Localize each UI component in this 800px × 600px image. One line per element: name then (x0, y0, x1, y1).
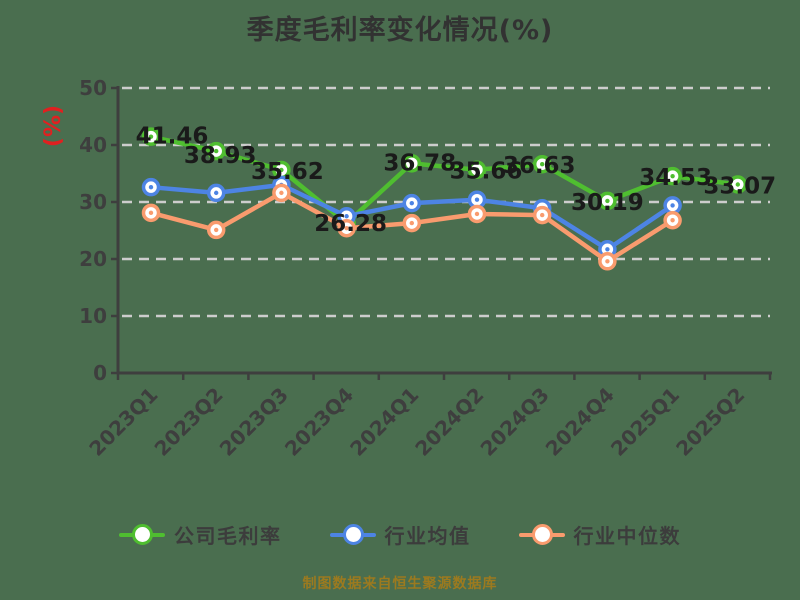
data-point-center-dot (148, 184, 154, 190)
legend-line-marker-icon (119, 523, 165, 546)
x-category-label: 2024Q1 (345, 383, 423, 461)
x-category-label: 2025Q1 (606, 383, 684, 461)
data-point-center-dot (474, 197, 480, 202)
data-point-center-dot (670, 173, 675, 179)
y-tick-label: 10 (79, 304, 107, 328)
data-point-label: 36.78 (383, 150, 456, 176)
data-point-center-dot (605, 198, 610, 204)
data-point-center-dot (540, 212, 545, 218)
data-point-center-dot (344, 226, 349, 231)
data-point-center-dot (474, 211, 480, 217)
data-point-center-dot (474, 167, 480, 172)
legend-item-industry-median[interactable]: 行业中位数 (518, 520, 682, 549)
data-point-center-dot (605, 259, 610, 264)
data-point-center-dot (279, 190, 284, 196)
y-tick-label: 40 (79, 133, 107, 157)
x-category-label: 2024Q2 (410, 383, 488, 461)
data-point-center-dot (540, 162, 545, 167)
data-point-center-dot (344, 214, 349, 219)
chart-title: 季度毛利率变化情况(%) (246, 15, 554, 46)
data-point-center-dot (605, 247, 610, 252)
legend-line-marker-icon (329, 523, 376, 546)
legend-label: 行业中位数 (573, 524, 681, 548)
x-category-label: 2024Q4 (541, 383, 619, 461)
data-point-center-dot (735, 182, 740, 187)
data-point-label: 35.62 (251, 159, 324, 185)
data-point-label: 34.53 (639, 165, 712, 191)
data-point-label: 36.63 (503, 153, 576, 179)
data-point-center-dot (670, 218, 675, 223)
data-point-label: 35.66 (450, 159, 523, 185)
x-category-label: 2025Q2 (671, 383, 749, 461)
data-point-center-dot (409, 161, 414, 166)
data-point-center-dot (409, 220, 414, 226)
data-point-center-dot (214, 227, 219, 233)
legend: 公司毛利率 行业均值 行业中位数 (0, 520, 800, 549)
legend-label: 行业均值 (384, 524, 471, 548)
footer-note: 制图数据来自恒生聚源数据库 (302, 576, 498, 592)
legend-line-marker-icon (518, 523, 565, 546)
x-category-label: 2024Q3 (476, 383, 554, 461)
data-point-label: 41.46 (136, 124, 209, 150)
x-category-label: 2023Q2 (150, 383, 228, 461)
y-tick-label: 50 (79, 76, 107, 100)
data-point-center-dot (214, 148, 219, 154)
data-point-center-dot (670, 203, 675, 208)
data-point-center-dot (148, 210, 154, 216)
x-category-label: 2023Q1 (84, 383, 162, 461)
y-tick-label: 20 (79, 247, 107, 271)
y-tick-label: 0 (93, 361, 107, 385)
y-tick-label: 30 (79, 190, 107, 214)
x-category-label: 2023Q3 (215, 383, 293, 461)
data-point-center-dot (279, 167, 284, 173)
data-point-center-dot (148, 134, 154, 139)
series-line (148, 134, 741, 226)
data-point-label: 30.19 (571, 190, 644, 216)
data-point-label: 33.07 (703, 174, 776, 200)
x-category-label: 2023Q4 (280, 383, 358, 461)
legend-item-industry-average[interactable]: 行业均值 (329, 520, 471, 549)
data-point-label: 26.28 (314, 211, 387, 237)
data-point-center-dot (214, 190, 219, 196)
data-point-label: 38.93 (184, 143, 257, 169)
line-chart: 010203040502023Q12023Q22023Q32023Q42024Q… (41, 76, 776, 461)
legend-item-company-margin[interactable]: 公司毛利率 (119, 520, 282, 549)
data-point-center-dot (409, 200, 414, 206)
legend-label: 公司毛利率 (174, 524, 282, 548)
y-axis-name: (%) (41, 105, 66, 147)
